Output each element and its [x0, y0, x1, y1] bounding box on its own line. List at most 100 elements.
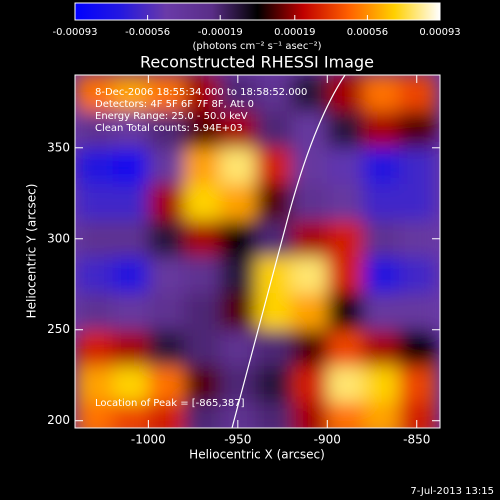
image-cell [112, 366, 149, 404]
image-cell [291, 220, 328, 258]
image-cell [184, 293, 221, 331]
image-cell [363, 366, 400, 404]
image-cell [327, 147, 364, 185]
image-cell [255, 184, 292, 222]
image-cell [255, 256, 292, 294]
image-cell [219, 329, 257, 367]
image-cell [363, 329, 400, 367]
image-cell [398, 366, 436, 404]
colorbar-tick-label: 0.00019 [274, 27, 315, 38]
image-cell [76, 75, 114, 112]
image-cell [184, 256, 221, 294]
image-cell [184, 402, 221, 428]
image-cell [148, 220, 185, 258]
x-tick-label: -900 [314, 433, 341, 447]
image-cell [148, 147, 185, 185]
image-cell [148, 75, 185, 112]
image-cell [291, 184, 328, 222]
image-cell [255, 329, 292, 367]
image-area [75, 75, 440, 428]
image-cell [219, 147, 257, 185]
image-cell [363, 402, 400, 428]
image-cell [76, 366, 114, 404]
image-cells [76, 75, 436, 428]
annotation: 8-Dec-2006 18:55:34.000 to 18:58:52.000 [95, 87, 307, 98]
image-cell [184, 220, 221, 258]
colorbar-tick-label: -0.00056 [125, 27, 170, 38]
annotation: Detectors: 4F 5F 6F 7F 8F, Att 0 [95, 99, 254, 110]
image-cell [327, 256, 364, 294]
image-cell [327, 366, 364, 404]
solar-limb [231, 75, 346, 428]
image-cell [291, 75, 328, 112]
image-cell [148, 329, 185, 367]
image-cell [219, 366, 257, 404]
image-cell [76, 402, 114, 428]
image-cell [148, 402, 185, 428]
colorbar-tick-label: -0.00093 [53, 27, 98, 38]
image-cell [255, 366, 292, 404]
x-tick-label: -950 [224, 433, 251, 447]
image-cell [112, 111, 149, 149]
image-cell [327, 75, 364, 112]
image-cell [148, 184, 185, 222]
colorbar-tick-label: 0.00056 [347, 27, 388, 38]
image-cell [363, 256, 400, 294]
annotation: Clean Total counts: 5.94E+03 [95, 123, 243, 134]
plot-frame [74, 74, 441, 429]
annotation: Energy Range: 25.0 - 50.0 keV [95, 111, 248, 122]
image-cell [184, 111, 221, 149]
image-cell [398, 329, 436, 367]
image-cell [112, 75, 149, 112]
image-cell [112, 184, 149, 222]
image-cell [291, 402, 328, 428]
timestamp: 7-Jul-2013 13:15 [410, 486, 494, 497]
image-cell [76, 293, 114, 331]
image-cell [327, 220, 364, 258]
image-cell [327, 184, 364, 222]
image-cell [327, 329, 364, 367]
image-cell [112, 293, 149, 331]
image-cell [184, 366, 221, 404]
image-cell [291, 329, 328, 367]
image-cell [184, 147, 221, 185]
colorbar-tick-label: 0.00093 [419, 27, 460, 38]
image-cell [219, 184, 257, 222]
image-cell [327, 293, 364, 331]
y-tick-label: 250 [47, 322, 70, 336]
image-cell [184, 184, 221, 222]
image-cell [112, 256, 149, 294]
y-tick-label: 350 [47, 140, 70, 154]
x-axis-label: Heliocentric X (arcsec) [189, 448, 325, 462]
image-cell [398, 184, 436, 222]
image-cell [291, 147, 328, 185]
peak-label: Location of Peak = [-865,387] [95, 398, 245, 409]
x-tick-label: -850 [403, 433, 430, 447]
colorbar [74, 2, 441, 21]
image-cell [219, 293, 257, 331]
colorbar-label: (photons cm⁻² s⁻¹ asec⁻²) [192, 41, 321, 52]
image-cell [363, 147, 400, 185]
image-cell [363, 293, 400, 331]
y-tick-label: 200 [47, 413, 70, 427]
image-cell [255, 402, 292, 428]
image-cell [148, 111, 185, 149]
image-cell [76, 184, 114, 222]
y-tick-label: 300 [47, 231, 70, 245]
image-cell [363, 220, 400, 258]
image-cell [76, 111, 114, 149]
image-cell [255, 75, 292, 112]
image-cell [291, 256, 328, 294]
image-cell [398, 220, 436, 258]
image-cell [148, 256, 185, 294]
image-cell [76, 147, 114, 185]
image-cell [398, 293, 436, 331]
image-cell [255, 147, 292, 185]
image-cell [112, 220, 149, 258]
image-cell [255, 111, 292, 149]
image-cell [112, 147, 149, 185]
x-tick-label: -1000 [131, 433, 166, 447]
image-cell [363, 75, 400, 112]
image-cell [112, 329, 149, 367]
